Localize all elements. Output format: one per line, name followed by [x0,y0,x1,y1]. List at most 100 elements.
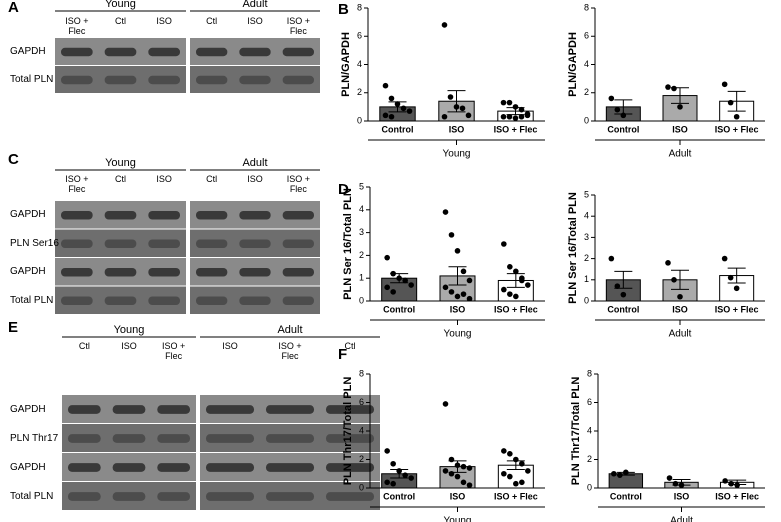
x-tick-label: Control [607,304,639,314]
data-point [722,478,728,484]
y-tick-label: 8 [587,368,592,378]
lane-label: ISO [247,16,263,26]
data-point [388,113,395,120]
data-point [608,95,615,102]
lane-label: Ctl [206,174,218,184]
data-point [501,470,507,477]
blot-band [112,405,146,414]
data-point [460,463,467,470]
data-point [384,448,390,454]
data-point [507,291,513,297]
data-point [442,284,449,291]
y-tick-label: 0 [584,295,589,305]
blot-band [196,210,228,220]
data-point [672,480,679,487]
data-point [614,283,621,289]
data-point [518,113,525,120]
x-axis-label: Young [444,329,472,340]
y-tick-label: 5 [584,189,589,199]
data-point [512,104,519,110]
x-tick-label: Control [382,124,414,134]
blot-band [68,434,101,443]
blot-band [61,267,93,277]
row-label: GAPDH [10,461,46,473]
data-point [448,470,455,477]
data-point [614,106,621,113]
blot-band [206,463,254,472]
x-axis-label: Adult [670,516,693,522]
data-point [390,460,396,467]
blot-band [68,463,101,472]
panel-letter: D [338,181,349,198]
panel-letter: C [8,151,19,168]
data-point [620,291,627,298]
y-tick-label: 2 [587,454,592,464]
panel-letter: B [338,1,349,18]
blot-band [61,239,93,249]
data-point [390,289,396,295]
blot-band [104,239,137,249]
blot-band [104,47,137,57]
data-point [623,469,629,476]
row-label: Total PLN [10,74,54,85]
blot-band [282,267,314,277]
data-point [525,282,531,288]
data-point [519,479,525,486]
data-point [507,451,513,457]
blot-band [266,434,314,443]
y-tick-label: 8 [359,368,364,378]
data-point [402,472,408,478]
x-tick-label: ISO + Flec [494,124,538,134]
lane-label: ISO [121,341,137,351]
row-label: GAPDH [10,266,46,278]
blot-band [239,239,271,249]
data-point [506,113,513,120]
x-tick-label: ISO + Flec [715,304,759,314]
data-point [513,268,519,275]
data-point [441,113,448,120]
data-point [460,479,467,486]
y-tick-label: 2 [359,454,364,464]
y-tick-label: 2 [359,250,364,260]
blot-band [196,267,228,277]
data-point [513,480,519,487]
blot-band [196,239,228,249]
x-tick-label: ISO [672,124,688,134]
y-tick-label: 4 [587,425,592,435]
blot-band [196,47,228,57]
y-tick-label: 0 [584,115,589,125]
data-point [506,99,513,106]
data-point [513,456,519,463]
blot-band [326,434,374,443]
y-tick-label: 4 [584,211,589,221]
data-point [677,293,683,300]
lane-label: ISO [156,16,172,26]
blot-band [61,210,93,220]
x-tick-label: Control [383,491,415,501]
y-tick-label: 6 [357,31,362,41]
data-point [466,482,473,488]
lane-label: ISO [247,174,263,184]
data-point [608,255,615,262]
data-point [519,277,525,284]
data-point [727,274,734,281]
x-tick-label: ISO [450,304,466,314]
blot-band [206,434,254,443]
blot-band [206,405,254,414]
y-tick-label: 4 [357,59,362,69]
group-label: Adult [277,324,303,336]
blot-band [148,210,180,220]
y-tick-label: 0 [359,482,364,492]
blot-band [68,492,101,501]
group-label: Young [105,157,136,169]
data-point [678,482,685,488]
x-axis-label: Young [444,516,472,522]
blot-band [157,463,190,472]
blot-band [326,463,374,472]
x-axis-label: Adult [669,149,692,160]
data-point [500,99,507,106]
data-point [454,462,461,469]
data-point [728,480,734,487]
blot-band [148,47,180,57]
